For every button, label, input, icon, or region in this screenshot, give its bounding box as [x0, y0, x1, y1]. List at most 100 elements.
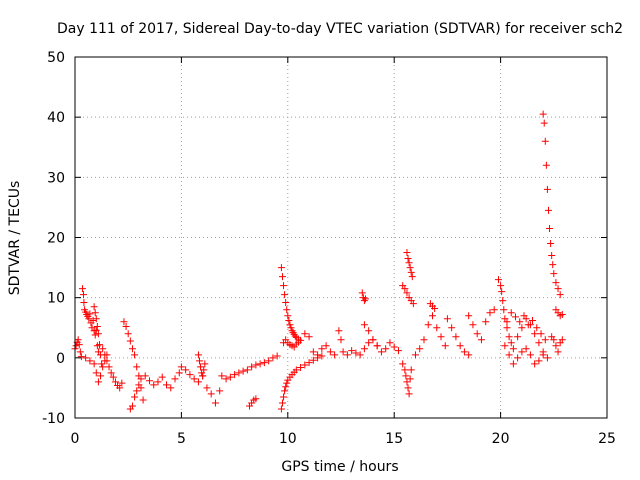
data-point: [473, 330, 481, 338]
data-point: [137, 375, 145, 383]
data-point: [177, 363, 185, 371]
data-point: [543, 354, 551, 362]
data-point: [216, 387, 224, 395]
data-point: [109, 373, 117, 381]
data-point: [231, 371, 239, 379]
data-point: [278, 399, 286, 407]
series-block-13.5: [358, 289, 369, 305]
data-point: [141, 372, 149, 380]
data-point: [402, 372, 410, 380]
chart-title: Day 111 of 2017, Sidereal Day-to-day VTE…: [57, 21, 623, 37]
data-point: [529, 317, 537, 325]
data-point: [131, 393, 139, 401]
data-point: [285, 317, 293, 325]
data-point: [558, 311, 566, 319]
data-point: [171, 375, 179, 383]
data-point: [507, 309, 515, 317]
data-point: [218, 372, 226, 380]
y-tick-label: 20: [47, 231, 65, 247]
data-point: [222, 375, 230, 383]
data-point: [309, 356, 317, 364]
data-point: [197, 363, 205, 371]
data-point: [239, 367, 247, 375]
data-point: [550, 336, 558, 344]
data-point: [278, 273, 286, 281]
data-point: [154, 378, 162, 386]
data-point: [318, 345, 326, 353]
data-point: [252, 395, 260, 403]
data-point: [543, 185, 551, 193]
data-point: [252, 361, 260, 369]
data-point: [292, 366, 300, 374]
data-point: [182, 366, 190, 374]
series-dip-15.5: [399, 360, 415, 398]
data-point: [301, 330, 309, 338]
data-point: [403, 378, 411, 386]
data-point: [163, 381, 171, 389]
data-point: [377, 348, 385, 356]
data-point: [277, 405, 285, 413]
data-point: [194, 351, 202, 359]
data-point: [124, 330, 132, 338]
data-point: [441, 342, 449, 350]
data-point: [331, 351, 339, 359]
data-point: [101, 351, 109, 359]
data-point: [199, 372, 207, 380]
data-point: [497, 282, 505, 290]
data-point: [365, 327, 373, 335]
data-point: [550, 270, 558, 278]
data-point: [335, 327, 343, 335]
data-point: [548, 252, 556, 260]
data-point: [401, 366, 409, 374]
data-point: [131, 351, 139, 359]
y-tick-label: 30: [47, 170, 65, 186]
x-axis-label: GPS time / hours: [281, 459, 398, 475]
data-point: [407, 366, 415, 374]
data-point: [86, 357, 94, 365]
data-point: [116, 384, 124, 392]
data-point: [122, 323, 130, 331]
data-point: [286, 321, 294, 329]
data-point: [343, 351, 351, 359]
data-point: [356, 351, 364, 359]
data-point: [107, 369, 115, 377]
data-point: [541, 336, 549, 344]
data-point: [540, 119, 548, 127]
data-point: [195, 357, 203, 365]
ticks: 0 5 10 15 20 25 -10 0 10 20 30 40 50: [42, 50, 616, 447]
series-arc-1.6: [99, 345, 126, 392]
data-point: [91, 309, 99, 317]
data-point: [133, 363, 141, 371]
series-cluster-9.9: [280, 336, 302, 351]
data-point: [514, 333, 522, 341]
data-point: [256, 360, 264, 368]
data-point: [404, 255, 412, 263]
data-point: [260, 359, 268, 367]
data-point: [505, 333, 513, 341]
data-point: [120, 318, 128, 326]
data-point: [499, 297, 507, 305]
data-point: [465, 351, 473, 359]
y-tick-label: -10: [42, 411, 65, 427]
data-point: [294, 338, 302, 346]
series-cluster-14: [360, 321, 402, 356]
data-point: [90, 360, 98, 368]
series-tail-22.8: [552, 306, 566, 320]
data-point: [494, 276, 502, 284]
data-point: [465, 312, 473, 320]
data-point: [99, 345, 107, 353]
data-point: [200, 366, 208, 374]
data-point: [503, 324, 511, 332]
data-point: [339, 348, 347, 356]
data-point: [456, 342, 464, 350]
data-point: [433, 324, 441, 332]
data-point: [128, 402, 136, 410]
data-point: [365, 339, 373, 347]
data-point: [243, 366, 251, 374]
data-point: [416, 345, 424, 353]
data-point: [405, 390, 413, 398]
y-tick-label: 40: [47, 110, 65, 126]
data-point: [554, 285, 562, 293]
data-point: [194, 378, 202, 386]
data-point: [546, 224, 554, 232]
